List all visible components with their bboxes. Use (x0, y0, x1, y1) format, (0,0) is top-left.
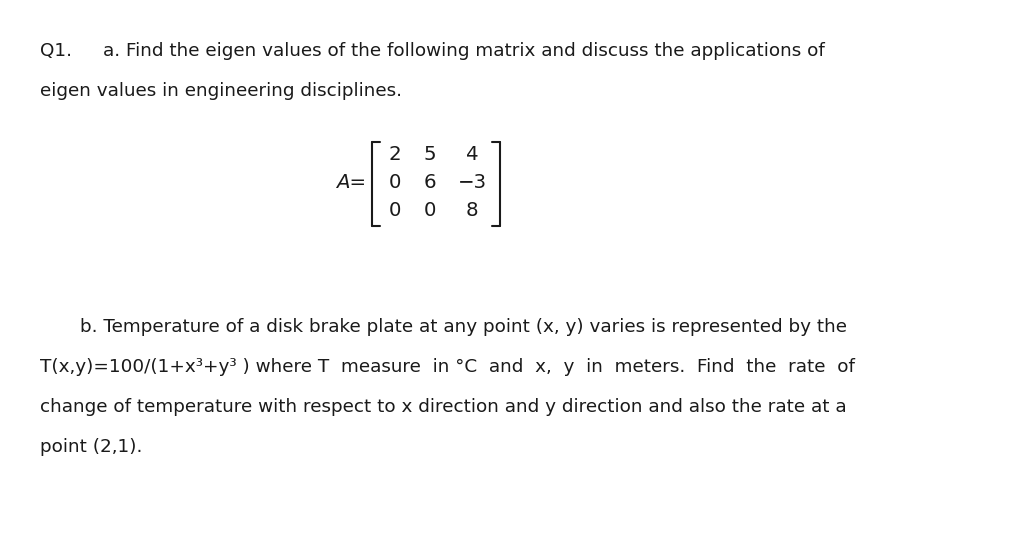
Text: T(x,y)=100/(1+x³+y³ ) where T  measure  in °C  and  x,  y  in  meters.  Find  th: T(x,y)=100/(1+x³+y³ ) where T measure in… (40, 358, 855, 376)
Text: 0: 0 (424, 201, 436, 221)
Text: b. Temperature of a disk brake plate at any point (x, y) varies is represented b: b. Temperature of a disk brake plate at … (80, 318, 847, 336)
Text: 4: 4 (466, 146, 478, 164)
Text: point (2,1).: point (2,1). (40, 438, 142, 456)
Text: 0: 0 (389, 173, 401, 192)
Text: Q1.: Q1. (40, 42, 72, 60)
Text: a. Find the eigen values of the following matrix and discuss the applications of: a. Find the eigen values of the followin… (103, 42, 824, 60)
Text: −3: −3 (458, 173, 486, 192)
Text: 6: 6 (424, 173, 436, 192)
Text: 2: 2 (389, 146, 401, 164)
Text: eigen values in engineering disciplines.: eigen values in engineering disciplines. (40, 82, 402, 100)
Text: 8: 8 (466, 201, 478, 221)
Text: 5: 5 (424, 146, 436, 164)
Text: 0: 0 (389, 201, 401, 221)
Text: change of temperature with respect to x direction and y direction and also the r: change of temperature with respect to x … (40, 398, 847, 416)
Text: A=: A= (336, 173, 366, 192)
